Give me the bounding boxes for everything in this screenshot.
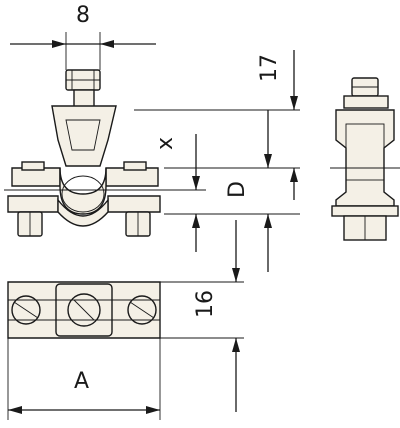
side-view [330,77,400,241]
front-view [4,69,164,237]
label-top-offset: 17 [257,54,282,82]
dim-diameter: D [225,110,272,272]
label-diameter: D [225,181,250,198]
label-slot-height: 16 [193,290,218,318]
label-x: x [153,137,178,150]
dim-length: A [7,338,161,420]
bottom-view [7,281,161,339]
dim-x: x [153,134,200,252]
dim-screw-width: 8 [10,3,156,70]
dim-top-offset: 17 [257,50,298,200]
label-screw-width: 8 [76,3,90,28]
dim-slot-height: 16 [112,220,244,412]
label-length: A [74,369,89,394]
